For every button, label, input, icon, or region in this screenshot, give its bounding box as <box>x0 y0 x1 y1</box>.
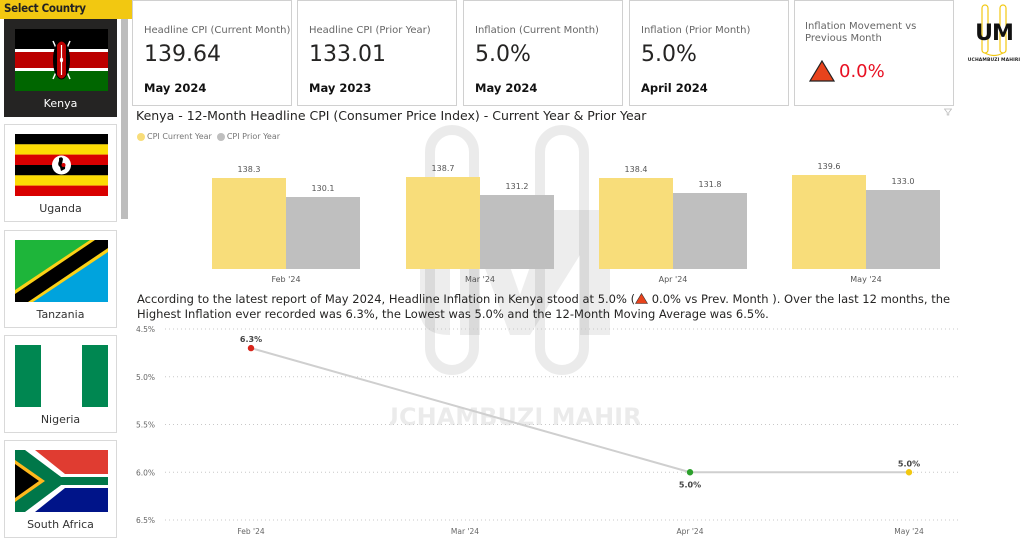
slicer-header: Select Country <box>0 0 132 19</box>
legend-item-current-year[interactable]: CPI Current Year <box>137 132 212 141</box>
kpi-date: April 2024 <box>641 81 708 95</box>
triangle-up-icon <box>635 293 649 304</box>
legend-dot-icon <box>137 132 145 141</box>
x-tick-label: Feb '24 <box>237 527 264 536</box>
country-name: Uganda <box>39 202 82 215</box>
kenya-flag-icon <box>15 29 108 91</box>
country-name: Tanzania <box>36 308 85 321</box>
bar-prior-year[interactable] <box>866 190 940 269</box>
bar-chart-title: Kenya - 12-Month Headline CPI (Consumer … <box>136 108 647 123</box>
kpi-date: May 2023 <box>309 81 372 95</box>
bar-prior-year[interactable] <box>286 197 360 269</box>
kpi-label: Inflation (Prior Month) <box>641 25 751 36</box>
data-point-label: 6.3% <box>240 335 262 344</box>
country-tanzania[interactable]: Tanzania <box>4 230 117 328</box>
bar-value-label: 131.8 <box>698 180 722 189</box>
kpi-date: May 2024 <box>475 81 538 95</box>
inflation-line <box>250 347 909 474</box>
kpi-value: 5.0% <box>475 42 531 67</box>
kpi-value: 139.64 <box>144 42 221 67</box>
y-tick-label: 5.5% <box>136 421 155 430</box>
bar-current-year[interactable] <box>212 178 286 269</box>
y-tick-label: 6.5% <box>136 516 155 525</box>
x-tick-label: Apr '24 <box>677 527 704 536</box>
country-kenya[interactable]: Kenya <box>4 19 117 117</box>
y-tick-label: 6.0% <box>136 468 155 477</box>
kpi-value: 133.01 <box>309 42 386 67</box>
bar-prior-year[interactable] <box>480 195 554 269</box>
slicer-title: Select Country <box>4 1 86 15</box>
bar-value-label: 138.3 <box>237 165 261 174</box>
country-uganda[interactable]: Uganda <box>4 124 117 222</box>
y-tick-label: 4.5% <box>136 325 155 334</box>
bar-chart-legend: CPI Current Year CPI Prior Year <box>137 132 285 141</box>
bar-category-label: Mar '24 <box>464 275 495 284</box>
kpi-label: Inflation (Current Month) <box>475 25 599 36</box>
nigeria-flag-icon <box>15 345 108 407</box>
data-point-label: 5.0% <box>898 459 920 468</box>
legend-dot-icon <box>216 132 225 141</box>
tanzania-flag-icon <box>15 240 108 302</box>
uganda-flag-icon <box>15 134 108 196</box>
kpi-card-cpi-prior-year: Headline CPI (Prior Year) 133.01 May 202… <box>297 0 457 106</box>
country-name: Nigeria <box>40 413 81 426</box>
svg-text:UM: UM <box>975 21 1013 46</box>
bar-value-label: 131.2 <box>505 182 529 191</box>
kpi-label: Headline CPI (Current Month) <box>144 25 291 36</box>
bar-value-label: 133.0 <box>891 177 915 186</box>
bar-value-label: 138.7 <box>431 164 455 173</box>
data-point-label: 5.0% <box>679 480 701 489</box>
slicer-scrollbar[interactable] <box>121 19 128 219</box>
uchambuzi-mahiri-logo: UM UCHAMBUZI MAHIRI <box>964 2 1024 66</box>
bar-value-label: 138.4 <box>624 165 648 174</box>
kpi-card-inflation-current: Inflation (Current Month) 5.0% May 2024 <box>463 0 623 106</box>
kpi-card-cpi-current: Headline CPI (Current Month) 139.64 May … <box>132 0 292 106</box>
y-tick-label: 5.0% <box>136 373 155 382</box>
country-name: Kenya <box>43 97 78 110</box>
bar-category-label: May '24 <box>850 275 882 284</box>
bar-current-year[interactable] <box>599 178 673 269</box>
kpi-value: 5.0% <box>641 42 697 67</box>
kpi-label: Headline CPI (Prior Year) <box>309 25 431 36</box>
bar-prior-year[interactable] <box>673 193 747 269</box>
x-tick-label: Mar '24 <box>451 527 479 536</box>
bar-current-year[interactable] <box>406 177 480 269</box>
triangle-up-icon <box>809 60 835 82</box>
country-south-africa[interactable]: South Africa <box>4 440 117 538</box>
kpi-date: May 2024 <box>144 81 207 95</box>
data-point-marker[interactable] <box>247 344 255 352</box>
bar-value-label: 130.1 <box>311 184 335 193</box>
movement-value: 0.0% <box>839 60 885 82</box>
bar-category-label: Apr '24 <box>658 275 688 284</box>
bar-value-label: 139.6 <box>817 162 841 171</box>
kpi-card-inflation-prior-month: Inflation (Prior Month) 5.0% April 2024 <box>629 0 789 106</box>
filter-icon[interactable] <box>944 108 952 116</box>
inflation-narrative: According to the latest report of May 20… <box>137 292 951 321</box>
data-point-marker[interactable] <box>686 469 694 476</box>
data-point-marker[interactable] <box>905 469 913 476</box>
x-tick-label: May '24 <box>894 527 924 536</box>
logo-tagline: UCHAMBUZI MAHIRI <box>967 58 1021 63</box>
kpi-label: Inflation Movement vs Previous Month <box>805 21 917 44</box>
country-name: South Africa <box>27 518 94 531</box>
kpi-card-inflation-movement: Inflation Movement vs Previous Month 0.0… <box>794 0 954 106</box>
bar-category-label: Feb '24 <box>271 275 301 284</box>
country-nigeria[interactable]: Nigeria <box>4 335 117 433</box>
legend-item-prior-year[interactable]: CPI Prior Year <box>216 132 280 141</box>
bar-current-year[interactable] <box>792 175 866 269</box>
inflation-line-chart: 4.5% 5.0% 5.5% 6.0% 6.5% Feb '24 Mar '24 Apr '2… <box>136 325 960 536</box>
south-africa-flag-icon <box>15 450 108 512</box>
